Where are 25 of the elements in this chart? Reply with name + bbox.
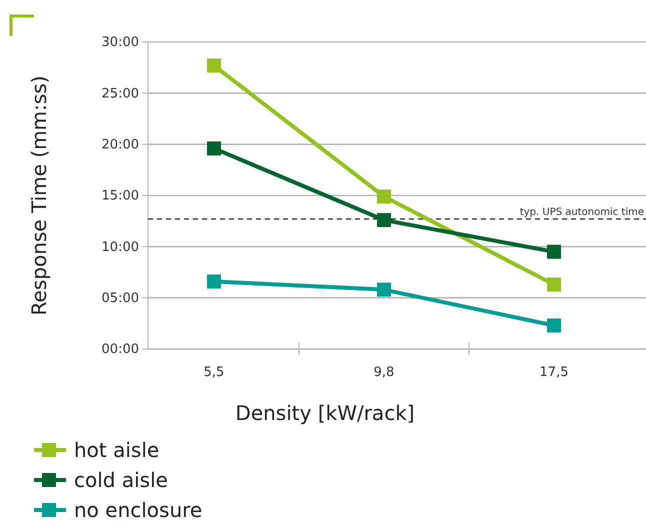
x-tick-label: 9,8 bbox=[374, 365, 394, 380]
legend-label: hot aisle bbox=[74, 438, 160, 462]
y-tick-label: 20:00 bbox=[102, 137, 139, 152]
x-tick-label: 5,5 bbox=[204, 365, 224, 380]
y-axis-title: Response Time (mm:ss) bbox=[27, 76, 51, 316]
point bbox=[207, 141, 221, 156]
y-tick-label: 00:00 bbox=[102, 342, 139, 358]
point bbox=[377, 213, 391, 228]
point bbox=[547, 318, 561, 332]
ref-line-label: typ. UPS autonomic time bbox=[520, 207, 644, 218]
point bbox=[547, 244, 561, 259]
x-axis-title: Density [kW/rack] bbox=[235, 401, 415, 425]
y-tick-label: 25:00 bbox=[102, 86, 139, 102]
x-tick-label: 17,5 bbox=[540, 365, 568, 380]
legend-label: cold aisle bbox=[74, 468, 168, 492]
point bbox=[377, 190, 391, 204]
y-tick-label: 15:00 bbox=[102, 188, 139, 204]
point bbox=[547, 278, 561, 292]
point bbox=[377, 282, 391, 297]
y-tick-label: 30:00 bbox=[102, 35, 139, 50]
point bbox=[207, 274, 221, 288]
y-tick-label: 10:00 bbox=[102, 240, 139, 255]
legend-label: no enclosure bbox=[74, 498, 202, 521]
y-tick-label: 05:00 bbox=[102, 290, 139, 306]
point bbox=[207, 58, 221, 73]
